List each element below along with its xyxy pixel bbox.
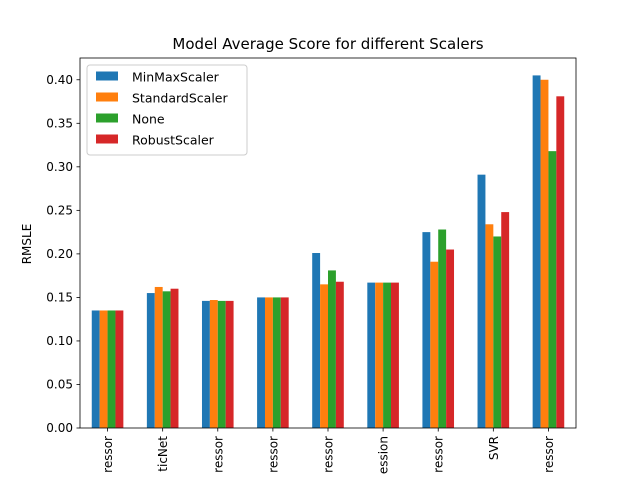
legend: MinMaxScaler StandardScaler None RobustScal… xyxy=(86,64,248,156)
bar-minmaxscaler-6 xyxy=(422,232,431,428)
bar-minmaxscaler-3 xyxy=(257,297,265,428)
bar-standardscaler-8 xyxy=(540,79,549,428)
bar-standardscaler-5 xyxy=(375,282,384,428)
x-tick-label-4: ressor xyxy=(322,436,336,473)
y-tick-label-4: 0.20 xyxy=(46,247,73,261)
x-ticks: ressor ticNet ressor ressor ressor ession ress… xyxy=(101,428,556,474)
bar-none-0 xyxy=(107,310,116,428)
x-tick-label-6: ressor xyxy=(432,436,446,473)
bar-none-8 xyxy=(548,151,557,428)
bar-minmaxscaler-7 xyxy=(477,174,486,428)
x-tick-label-0: ressor xyxy=(101,436,115,473)
x-tick-label-5: ession xyxy=(377,436,391,474)
bar-standardscaler-0 xyxy=(99,310,108,428)
bar-standardscaler-2 xyxy=(209,300,218,428)
legend-swatch-robustscaler xyxy=(96,134,118,144)
bar-none-1 xyxy=(162,291,171,428)
bar-robustscaler-2 xyxy=(225,300,234,428)
chart-title: Model Average Score for different Scaler… xyxy=(172,35,483,53)
bar-standardscaler-6 xyxy=(430,261,439,428)
bar-standardscaler-1 xyxy=(154,286,163,428)
bar-robustscaler-6 xyxy=(446,249,455,428)
y-tick-label-7: 0.35 xyxy=(46,116,73,130)
bar-robustscaler-4 xyxy=(335,281,344,428)
bar-none-6 xyxy=(438,229,447,428)
bar-standardscaler-7 xyxy=(485,224,494,428)
legend-label-standardscaler: StandardScaler xyxy=(132,91,228,106)
bar-minmaxscaler-1 xyxy=(146,293,155,428)
x-tick-label-8: ressor xyxy=(542,436,556,473)
bar-none-5 xyxy=(383,282,392,428)
bar-robustscaler-3 xyxy=(280,297,289,428)
bar-standardscaler-3 xyxy=(264,297,273,428)
legend-label-robustscaler: RobustScaler xyxy=(132,133,215,148)
y-axis-label: RMSLE xyxy=(20,224,34,265)
bar-robustscaler-0 xyxy=(115,310,124,428)
bar-minmaxscaler-5 xyxy=(367,282,376,428)
bar-minmaxscaler-8 xyxy=(532,75,541,428)
bar-minmaxscaler-4 xyxy=(312,253,321,428)
legend-box xyxy=(86,64,248,156)
bar-none-2 xyxy=(217,300,226,428)
y-tick-label-8: 0.40 xyxy=(46,73,73,87)
bar-none-3 xyxy=(272,297,281,428)
y-tick-label-0: 0.00 xyxy=(46,421,73,435)
legend-label-none: None xyxy=(132,112,165,127)
legend-label-minmaxscaler: MinMaxScaler xyxy=(132,70,220,85)
bar-robustscaler-1 xyxy=(170,288,179,428)
legend-swatch-none xyxy=(96,113,118,123)
x-tick-label-2: ressor xyxy=(211,436,225,473)
bar-robustscaler-7 xyxy=(501,212,510,428)
y-tick-label-6: 0.30 xyxy=(46,160,73,174)
x-tick-label-7: SVR xyxy=(487,436,501,460)
legend-swatch-minmaxscaler xyxy=(96,71,118,81)
y-tick-label-3: 0.15 xyxy=(46,291,73,305)
bar-minmaxscaler-2 xyxy=(201,300,210,428)
x-tick-label-1: ticNet xyxy=(156,436,170,472)
bars-group xyxy=(91,75,565,428)
bar-none-4 xyxy=(328,270,336,428)
y-ticks: 0.00 0.05 0.10 0.15 0.20 0.25 0.30 0.35 0.40 xyxy=(46,73,80,435)
bar-minmaxscaler-0 xyxy=(91,310,100,428)
bar-none-7 xyxy=(493,236,502,428)
bar-robustscaler-8 xyxy=(556,96,565,428)
bar-standardscaler-4 xyxy=(320,284,328,428)
y-tick-label-5: 0.25 xyxy=(46,204,73,218)
y-tick-label-1: 0.05 xyxy=(46,378,73,392)
x-tick-label-3: ressor xyxy=(266,436,280,473)
bar-robustscaler-5 xyxy=(391,282,399,428)
y-tick-label-2: 0.10 xyxy=(46,334,73,348)
legend-swatch-standardscaler xyxy=(96,92,118,102)
